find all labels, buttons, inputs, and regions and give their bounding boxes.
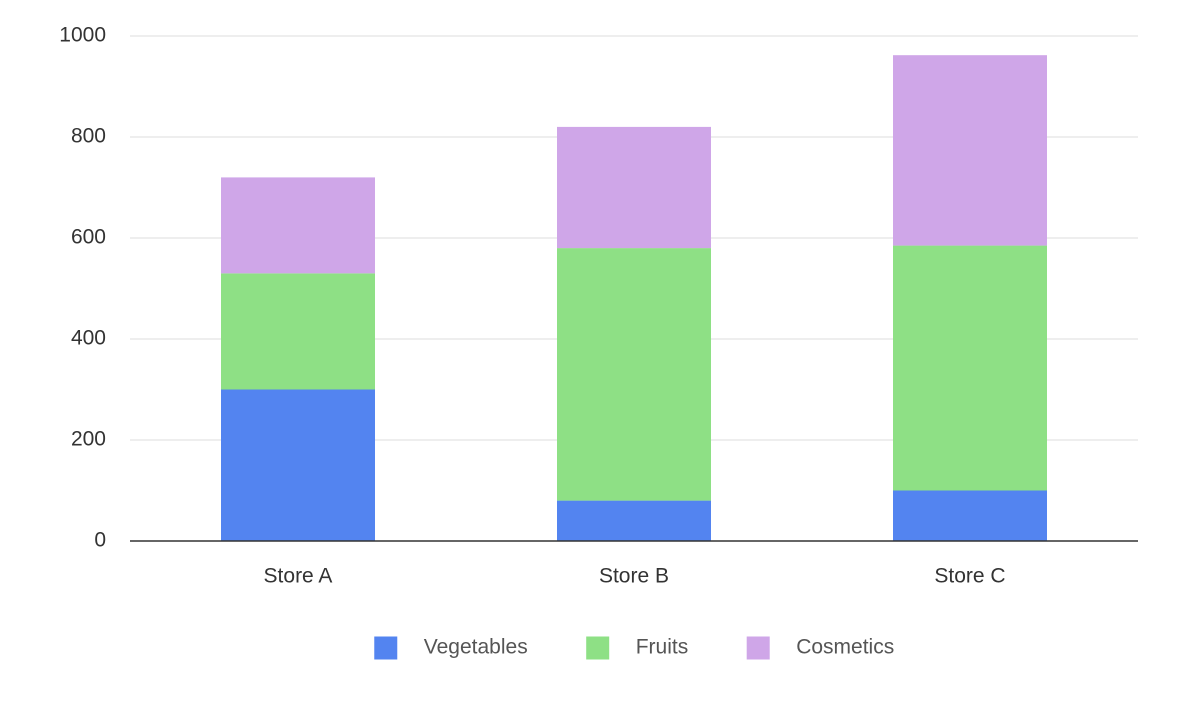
bar-segment	[893, 490, 1047, 541]
y-tick-label: 1000	[59, 24, 106, 47]
bar-segment	[893, 55, 1047, 246]
legend-swatch	[745, 635, 771, 661]
y-tick-label: 800	[71, 125, 106, 148]
bar-segment	[221, 273, 375, 390]
bar-segment	[557, 500, 711, 541]
x-tick-label: Store B	[599, 565, 669, 588]
x-tick-label: Store A	[264, 565, 333, 588]
y-tick-label: 600	[71, 226, 106, 249]
bar-segment	[893, 245, 1047, 491]
bar-segment	[557, 248, 711, 501]
legend-text: Vegetables	[424, 636, 528, 659]
legend-swatch	[585, 635, 611, 661]
legend-text: Fruits	[636, 636, 689, 659]
x-tick-label: Store C	[934, 565, 1005, 588]
bar-segment	[221, 389, 375, 541]
bar-segment	[557, 126, 711, 249]
bar-segment	[221, 177, 375, 274]
legend-swatch	[373, 635, 399, 661]
y-tick-label: 200	[71, 428, 106, 451]
y-tick-label: 400	[71, 327, 106, 350]
y-tick-label: 0	[94, 529, 106, 552]
legend-text: Cosmetics	[796, 636, 894, 659]
